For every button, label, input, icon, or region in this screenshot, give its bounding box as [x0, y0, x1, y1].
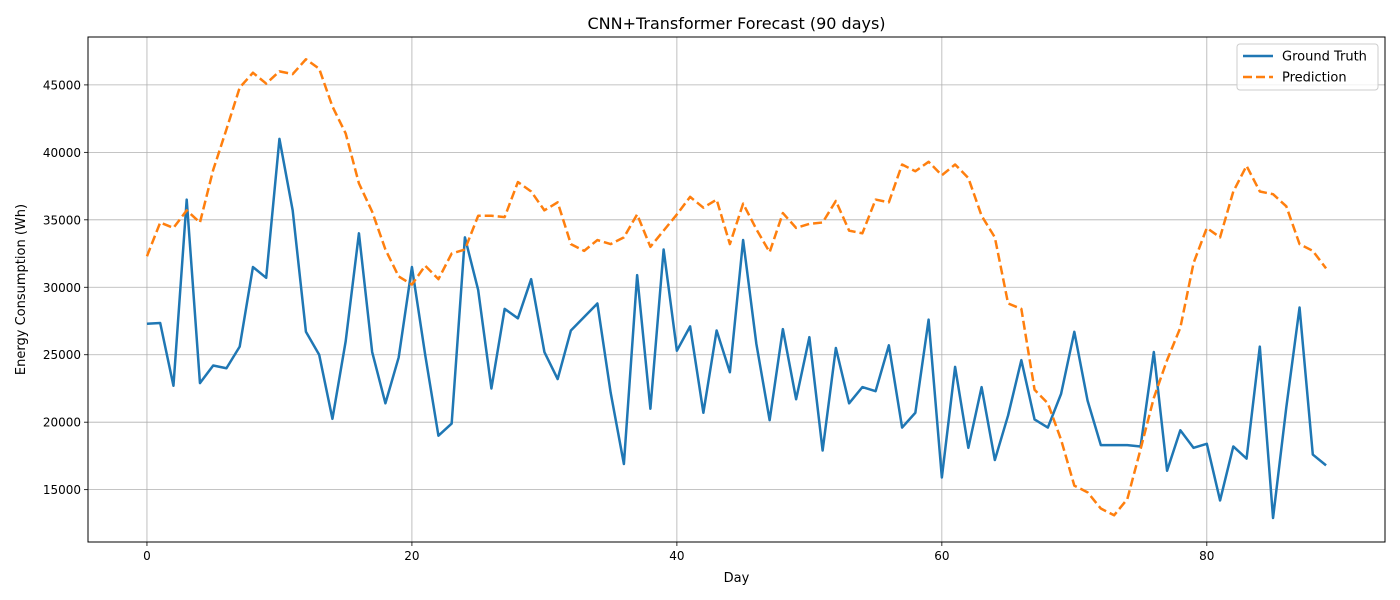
legend: Ground Truth Prediction [1236, 43, 1379, 91]
legend-label-prediction: Prediction [1282, 71, 1347, 86]
y-tick-label: 20000 [43, 416, 81, 430]
series-line-prediction [145, 58, 1328, 517]
y-tick-label: 45000 [43, 78, 81, 92]
plot-frame [87, 36, 1386, 543]
legend-label-ground-truth: Ground Truth [1282, 50, 1367, 65]
x-tick-label: 40 [669, 549, 684, 563]
x-tick-label: 60 [934, 549, 949, 563]
y-tick-label: 35000 [43, 213, 81, 227]
grid-lines [88, 37, 1385, 542]
y-axis-ticks: 15000 20000 25000 30000 35000 40000 45000 [43, 78, 88, 497]
x-axis-ticks: 0 20 40 60 80 [143, 542, 1214, 563]
y-tick-label: 15000 [43, 483, 81, 497]
x-tick-label: 0 [143, 549, 151, 563]
y-tick-label: 25000 [43, 348, 81, 362]
y-tick-label: 30000 [43, 281, 81, 295]
x-tick-label: 20 [404, 549, 419, 563]
series-layer [145, 58, 1328, 520]
y-tick-label: 40000 [43, 146, 81, 160]
x-axis-label: Day [724, 571, 750, 586]
y-axis-label: Energy Consumption (Wh) [14, 204, 29, 375]
chart-title: CNN+Transformer Forecast (90 days) [587, 14, 885, 33]
series-line-ground-truth [146, 137, 1327, 520]
x-tick-label: 80 [1199, 549, 1214, 563]
